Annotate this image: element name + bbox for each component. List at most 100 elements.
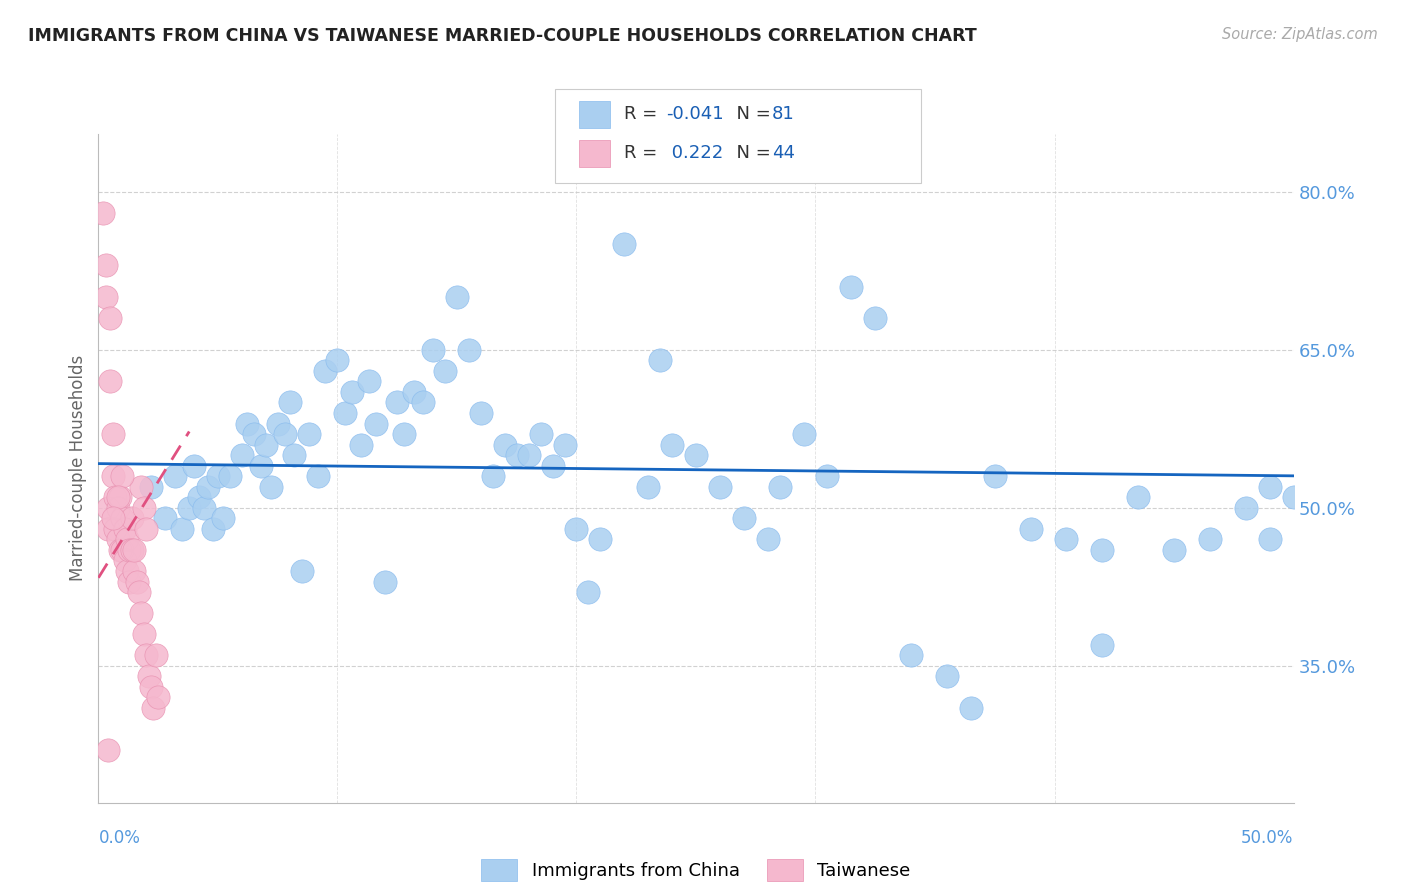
Text: N =: N = bbox=[725, 145, 778, 162]
Point bbox=[394, 427, 416, 442]
Point bbox=[900, 648, 922, 663]
Point bbox=[131, 480, 153, 494]
Point bbox=[364, 417, 387, 431]
Point bbox=[935, 669, 957, 683]
Point bbox=[155, 511, 177, 525]
Point bbox=[494, 437, 516, 451]
Point bbox=[145, 648, 167, 663]
Point bbox=[298, 427, 321, 442]
Point bbox=[661, 437, 683, 451]
Point bbox=[94, 290, 117, 304]
Point bbox=[1091, 638, 1114, 652]
Point bbox=[458, 343, 481, 357]
Point bbox=[685, 448, 707, 462]
Point bbox=[97, 522, 120, 536]
Point bbox=[193, 500, 215, 515]
Point bbox=[211, 511, 233, 525]
Point bbox=[172, 522, 194, 536]
Point bbox=[108, 490, 131, 504]
Point bbox=[554, 437, 576, 451]
Point bbox=[307, 469, 329, 483]
Point bbox=[101, 469, 124, 483]
Point bbox=[124, 564, 146, 578]
Point bbox=[517, 448, 540, 462]
Point bbox=[138, 669, 160, 683]
Point bbox=[1282, 490, 1305, 504]
Point bbox=[104, 522, 127, 536]
Point bbox=[107, 500, 129, 515]
Point bbox=[433, 364, 456, 378]
Point bbox=[207, 469, 229, 483]
Point bbox=[124, 543, 146, 558]
Point bbox=[959, 701, 981, 715]
Point bbox=[121, 511, 143, 525]
Point bbox=[101, 427, 124, 442]
Point bbox=[529, 427, 551, 442]
Point bbox=[576, 585, 599, 599]
Point bbox=[733, 511, 755, 525]
Point bbox=[481, 469, 505, 483]
Point bbox=[197, 480, 219, 494]
Point bbox=[290, 564, 312, 578]
Text: -0.041: -0.041 bbox=[666, 105, 724, 123]
Point bbox=[983, 469, 1005, 483]
Point bbox=[756, 533, 779, 547]
Point bbox=[350, 437, 373, 451]
Point bbox=[139, 680, 162, 694]
Point bbox=[648, 353, 672, 368]
Point bbox=[135, 648, 157, 663]
Point bbox=[219, 469, 242, 483]
Point bbox=[98, 311, 122, 326]
Y-axis label: Married-couple Households: Married-couple Households bbox=[69, 355, 87, 582]
Point bbox=[637, 480, 659, 494]
Point bbox=[1258, 480, 1281, 494]
Text: 44: 44 bbox=[772, 145, 794, 162]
Point bbox=[107, 490, 129, 504]
Text: 81: 81 bbox=[772, 105, 794, 123]
Point bbox=[115, 564, 138, 578]
Point bbox=[132, 627, 155, 641]
Point bbox=[1091, 543, 1114, 558]
Point bbox=[114, 522, 136, 536]
Point bbox=[541, 458, 564, 473]
Point bbox=[315, 364, 337, 378]
Point bbox=[111, 511, 134, 525]
Point bbox=[142, 701, 165, 715]
Text: N =: N = bbox=[725, 105, 778, 123]
Text: 0.0%: 0.0% bbox=[98, 830, 141, 847]
Text: R =: R = bbox=[624, 105, 664, 123]
Point bbox=[179, 500, 201, 515]
Point bbox=[709, 480, 731, 494]
Point bbox=[183, 458, 205, 473]
Point bbox=[148, 690, 170, 705]
Text: R =: R = bbox=[624, 145, 669, 162]
Point bbox=[187, 490, 209, 504]
Point bbox=[278, 395, 301, 409]
Point bbox=[111, 469, 134, 483]
Point bbox=[97, 743, 120, 757]
Text: Source: ZipAtlas.com: Source: ZipAtlas.com bbox=[1222, 27, 1378, 42]
Point bbox=[101, 511, 124, 525]
Point bbox=[243, 427, 266, 442]
Point bbox=[267, 417, 290, 431]
Point bbox=[94, 259, 117, 273]
Point bbox=[815, 469, 838, 483]
Point bbox=[340, 384, 363, 399]
Point bbox=[793, 427, 815, 442]
Point bbox=[1163, 543, 1185, 558]
Point bbox=[91, 206, 114, 220]
Text: 0.222: 0.222 bbox=[666, 145, 724, 162]
Point bbox=[1258, 533, 1281, 547]
Point bbox=[132, 500, 155, 515]
Point bbox=[1128, 490, 1150, 504]
Point bbox=[108, 543, 131, 558]
Point bbox=[1198, 533, 1220, 547]
Point bbox=[326, 353, 349, 368]
Point bbox=[104, 490, 127, 504]
Point bbox=[357, 375, 380, 389]
Point bbox=[135, 522, 157, 536]
Point bbox=[163, 469, 186, 483]
Point bbox=[565, 522, 588, 536]
Point bbox=[97, 500, 120, 515]
Point bbox=[254, 437, 277, 451]
